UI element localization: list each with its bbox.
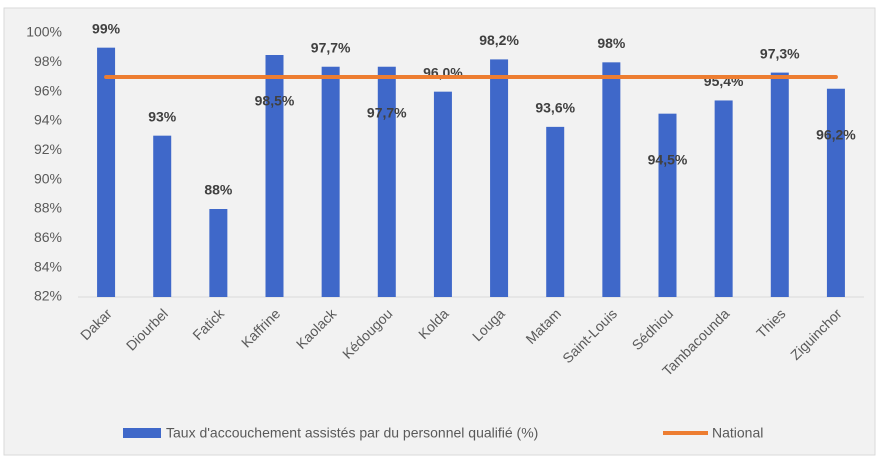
data-label: 96,2% [816,126,856,142]
data-label: 98% [597,35,626,51]
data-label: 99% [92,20,121,36]
bar [97,47,116,297]
y-tick-label: 92% [34,141,62,157]
y-tick-label: 88% [34,200,62,216]
bar [321,66,340,297]
legend-label: Taux d'accouchement assistés par du pers… [166,425,538,441]
y-tick-label: 82% [34,288,62,304]
y-tick-label: 94% [34,112,62,128]
data-label: 97,7% [367,104,407,120]
y-tick-label: 98% [34,53,62,69]
bar [770,72,789,297]
bar [714,100,733,297]
data-label: 93,6% [535,100,575,116]
bar [658,113,677,298]
y-tick-label: 84% [34,258,62,274]
y-tick-label: 90% [34,170,62,186]
data-label: 98,2% [479,32,519,48]
bar [433,91,452,298]
y-tick-label: 86% [34,229,62,245]
bar [209,209,228,297]
bar [490,59,509,298]
bar [153,135,172,297]
bar [826,88,845,297]
data-label: 97,3% [760,45,800,61]
data-label: 94,5% [648,151,688,167]
data-label: 88% [204,182,233,198]
bar [265,55,284,297]
data-label: 98,5% [255,93,295,109]
y-tick-label: 100% [26,24,62,40]
legend-label: National [712,425,763,441]
bar [377,66,396,297]
data-label: 93% [148,108,177,124]
data-label: 97,7% [311,39,351,55]
bar [546,126,565,297]
legend-swatch [123,428,161,438]
bar [602,62,621,298]
y-tick-label: 96% [34,82,62,98]
